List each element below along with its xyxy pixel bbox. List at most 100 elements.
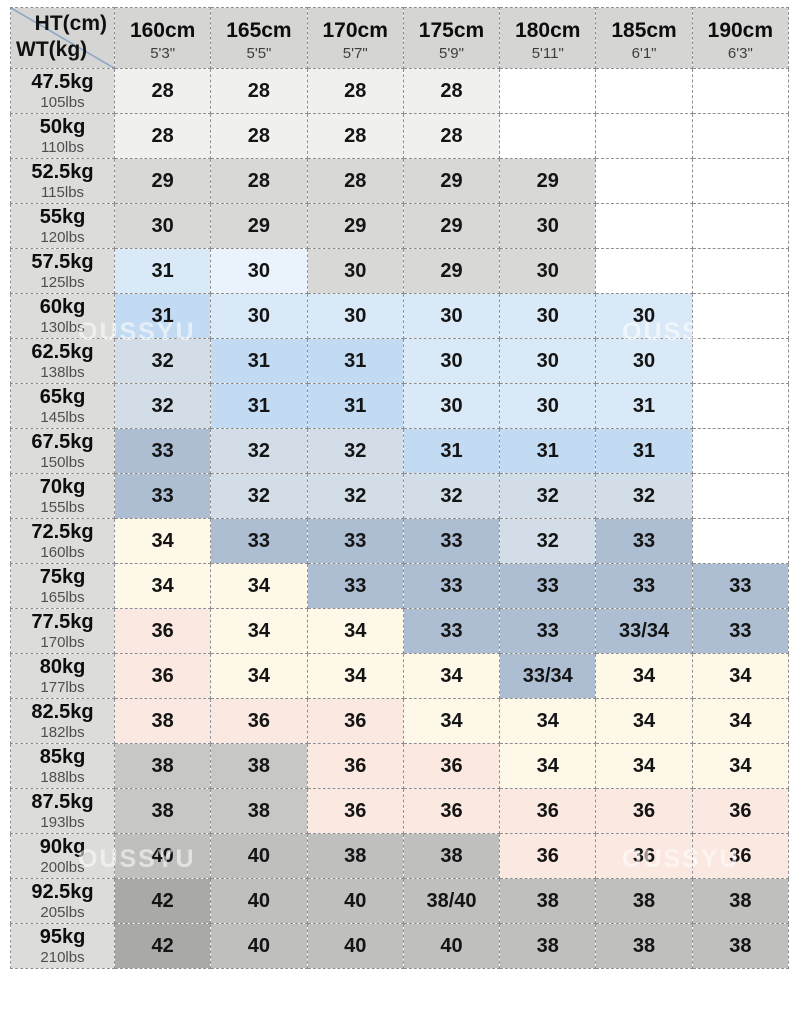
height-feet-inches: 5'3" (150, 44, 176, 62)
size-cell: 34 (402, 653, 501, 699)
size-cell: 34 (210, 608, 308, 654)
size-cell: 31 (210, 338, 308, 384)
weight-lbs: 193lbs (40, 814, 85, 831)
size-cell: 38 (691, 923, 790, 969)
size-cell: 33 (113, 428, 212, 474)
size-cell: 40 (210, 878, 308, 924)
table-row: 60kg 130lbs 31 30 30 30 30 30 (10, 293, 790, 339)
row-label: 82.5kg 182lbs (10, 698, 115, 744)
table-row: 52.5kg 115lbs 29 28 28 29 29 (10, 158, 790, 204)
size-cell: 34 (595, 653, 693, 699)
row-label: 52.5kg 115lbs (10, 158, 115, 204)
size-cell: 34 (691, 743, 790, 789)
row-label: 62.5kg 138lbs (10, 338, 115, 384)
size-cell: 33 (306, 518, 404, 564)
row-label: 60kg 130lbs (10, 293, 115, 339)
weight-lbs: 125lbs (40, 274, 85, 291)
size-cell: 33 (595, 518, 693, 564)
size-cell: 32 (210, 473, 308, 519)
header-row: HT(cm) WT(kg) 160cm 5'3" 165cm 5'5" 170cm 5'7… (10, 7, 790, 69)
size-cell: 38 (595, 878, 693, 924)
empty-cell (691, 383, 790, 429)
size-cell: 36 (113, 608, 212, 654)
size-cell: 28 (402, 113, 501, 159)
empty-cell (595, 158, 693, 204)
table-row: 67.5kg 150lbs 33 32 32 31 31 31 (10, 428, 790, 474)
column-header-185: 185cm 6'1" (595, 7, 693, 69)
size-cell: 30 (595, 338, 693, 384)
size-cell: 30 (113, 203, 212, 249)
size-cell: 38 (210, 788, 308, 834)
diagonal-divider (11, 8, 114, 68)
empty-cell (691, 68, 790, 114)
row-label: 80kg 177lbs (10, 653, 115, 699)
table-row: 90kg 200lbs 40 40 38 38 36 36 36 (10, 833, 790, 879)
weight-kg: 55kg (39, 206, 86, 228)
height-feet-inches: 6'3" (727, 44, 753, 62)
height-feet-inches: 6'1" (631, 44, 657, 62)
weight-kg: 90kg (39, 836, 86, 858)
row-label: 50kg 110lbs (10, 113, 115, 159)
size-cell: 36 (210, 698, 308, 744)
weight-kg: 57.5kg (31, 251, 94, 273)
height-axis-label: HT(cm) (34, 12, 107, 35)
empty-cell (691, 248, 790, 294)
size-cell: 34 (113, 518, 212, 564)
row-label: 77.5kg 170lbs (10, 608, 115, 654)
column-header-160: 160cm 5'3" (113, 7, 212, 69)
size-cell: 30 (402, 383, 501, 429)
size-cell: 32 (595, 473, 693, 519)
size-cell: 31 (113, 293, 212, 339)
size-cell: 38 (306, 833, 404, 879)
size-cell: 32 (113, 383, 212, 429)
size-cell: 36 (595, 833, 693, 879)
row-label: 75kg 165lbs (10, 563, 115, 609)
table-row: 62.5kg 138lbs 32 31 31 30 30 30 (10, 338, 790, 384)
empty-cell (691, 293, 790, 339)
table-row: 82.5kg 182lbs 38 36 36 34 34 34 34 (10, 698, 790, 744)
size-cell: 40 (113, 833, 212, 879)
column-header-165: 165cm 5'5" (210, 7, 308, 69)
size-cell: 36 (402, 743, 501, 789)
size-cell: 31 (595, 428, 693, 474)
size-cell: 29 (210, 203, 308, 249)
size-cell: 32 (113, 338, 212, 384)
empty-cell (595, 113, 693, 159)
size-cell: 32 (499, 518, 597, 564)
size-cell: 32 (402, 473, 501, 519)
size-cell: 38 (499, 878, 597, 924)
row-label: 90kg 200lbs (10, 833, 115, 879)
height-feet-inches: 5'5" (246, 44, 272, 62)
height-feet-inches: 5'7" (342, 44, 368, 62)
weight-lbs: 155lbs (40, 499, 85, 516)
weight-kg: 77.5kg (31, 611, 94, 633)
size-cell: 28 (210, 113, 308, 159)
table-row: 92.5kg 205lbs 42 40 40 38/40 38 38 38 (10, 878, 790, 924)
size-cell: 38 (691, 878, 790, 924)
size-cell: 30 (306, 293, 404, 339)
size-cell: 28 (113, 113, 212, 159)
weight-lbs: 200lbs (40, 859, 85, 876)
table-row: 57.5kg 125lbs 31 30 30 29 30 (10, 248, 790, 294)
weight-lbs: 188lbs (40, 769, 85, 786)
size-cell: 33 (499, 608, 597, 654)
table-row: 50kg 110lbs 28 28 28 28 (10, 113, 790, 159)
row-label: 57.5kg 125lbs (10, 248, 115, 294)
size-cell: 36 (113, 653, 212, 699)
size-cell: 28 (306, 68, 404, 114)
weight-lbs: 110lbs (40, 139, 85, 156)
row-label: 67.5kg 150lbs (10, 428, 115, 474)
table-row: 95kg 210lbs 42 40 40 40 38 38 38 (10, 923, 790, 969)
size-cell: 36 (402, 788, 501, 834)
size-cell: 31 (113, 248, 212, 294)
height-feet-inches: 5'11" (531, 44, 564, 62)
size-cell: 40 (402, 923, 501, 969)
size-cell: 29 (402, 248, 501, 294)
size-cell: 38/40 (402, 878, 501, 924)
size-cell: 38 (595, 923, 693, 969)
size-cell: 33 (402, 563, 501, 609)
size-cell: 34 (691, 698, 790, 744)
weight-lbs: 105lbs (40, 94, 85, 111)
size-cell: 28 (306, 158, 404, 204)
column-header-180: 180cm 5'11" (499, 7, 597, 69)
